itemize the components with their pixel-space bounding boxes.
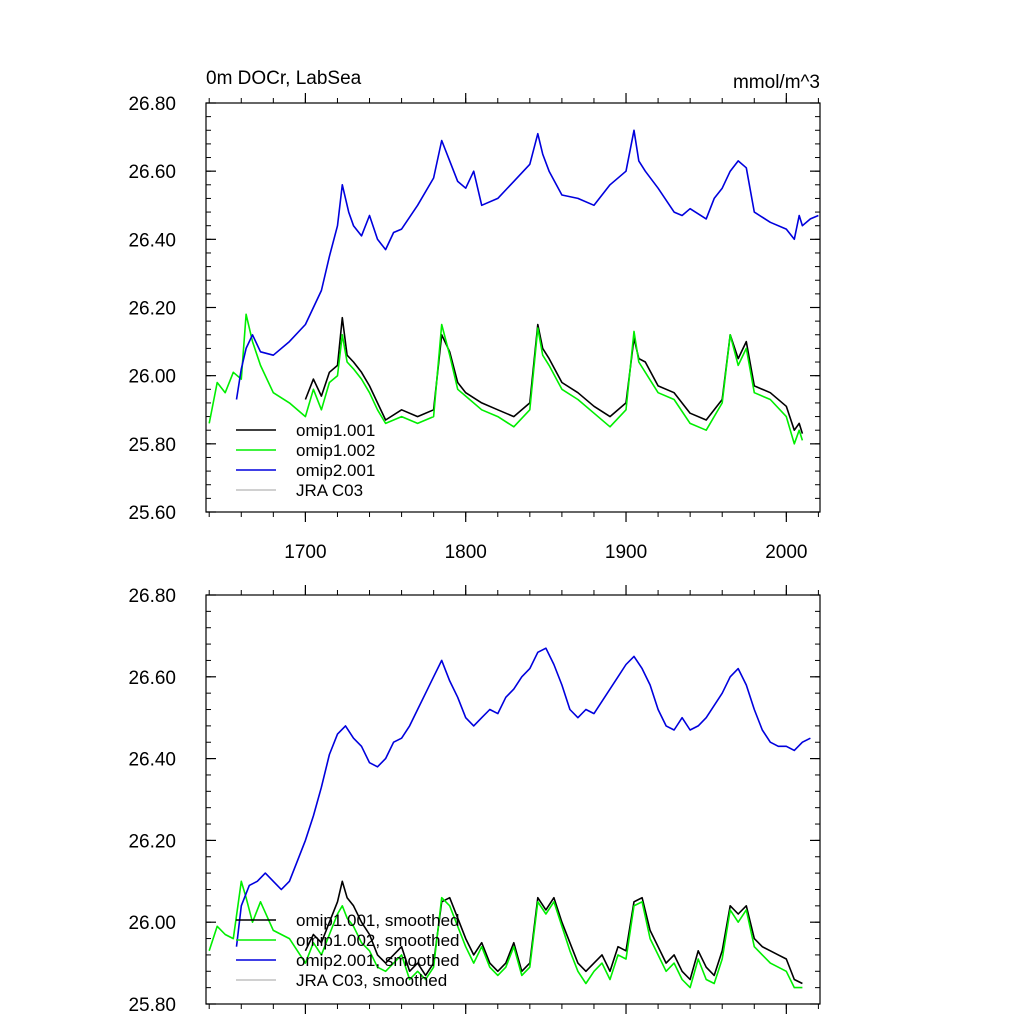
bottom-y-tick-label: 26.20 <box>128 831 176 852</box>
top-y-tick-label: 26.80 <box>128 94 176 115</box>
top-x-tick-label: 1700 <box>284 542 326 563</box>
bottom-series-line-2 <box>235 647 811 947</box>
bottom-y-tick-label: 26.60 <box>128 668 176 689</box>
top-y-tick-label: 26.00 <box>128 367 176 388</box>
bottom-series-line-1 <box>208 880 803 989</box>
top-x-tick-label: 1900 <box>605 542 647 563</box>
top-panel-units: mmol/m^3 <box>733 72 820 93</box>
top-y-tick-label: 25.60 <box>128 503 176 524</box>
top-legend-label-3: JRA C03 <box>296 481 363 500</box>
bottom-series-line-0 <box>304 880 803 985</box>
top-panel-timeseries: 0m DOCr, LabSea mmol/m^3 25.60 25.80 26.00… <box>128 68 821 563</box>
bottom-y-tick-label: 25.80 <box>128 995 176 1016</box>
top-legend-label-1: omip1.002 <box>296 441 375 460</box>
top-x-tick-label: 1800 <box>445 542 487 563</box>
bottom-y-tick-label: 26.80 <box>128 586 176 607</box>
top-legend-label-2: omip2.001 <box>296 461 375 480</box>
bottom-y-tick-label: 26.40 <box>128 750 176 771</box>
bottom-panel-smoothed: 25.80 26.00 26.20 26.40 26.60 26.80 omip1.001,… <box>128 585 821 1016</box>
top-panel-title: 0m DOCr, LabSea <box>206 68 362 89</box>
top-legend-label-0: omip1.001 <box>296 421 375 440</box>
top-y-tick-label: 26.20 <box>128 299 176 320</box>
bottom-y-tick-label: 26.00 <box>128 913 176 934</box>
top-y-tick-label: 26.40 <box>128 230 176 251</box>
top-series-line-2 <box>235 129 819 400</box>
top-y-tick-label: 26.60 <box>128 162 176 183</box>
bottom-legend-label-3: JRA C03, smoothed <box>296 971 447 990</box>
bottom-plot-frame <box>205 594 821 1005</box>
top-series-line-1 <box>208 313 804 445</box>
top-x-tick-label: 2000 <box>765 542 807 563</box>
top-y-tick-label: 25.80 <box>128 435 176 456</box>
bottom-legend-label-2: omip2.001, smoothed <box>296 951 460 970</box>
bottom-legend-label-0: omip1.001, smoothed <box>296 911 460 930</box>
bottom-legend-label-1: omip1.002, smoothed <box>296 931 460 950</box>
